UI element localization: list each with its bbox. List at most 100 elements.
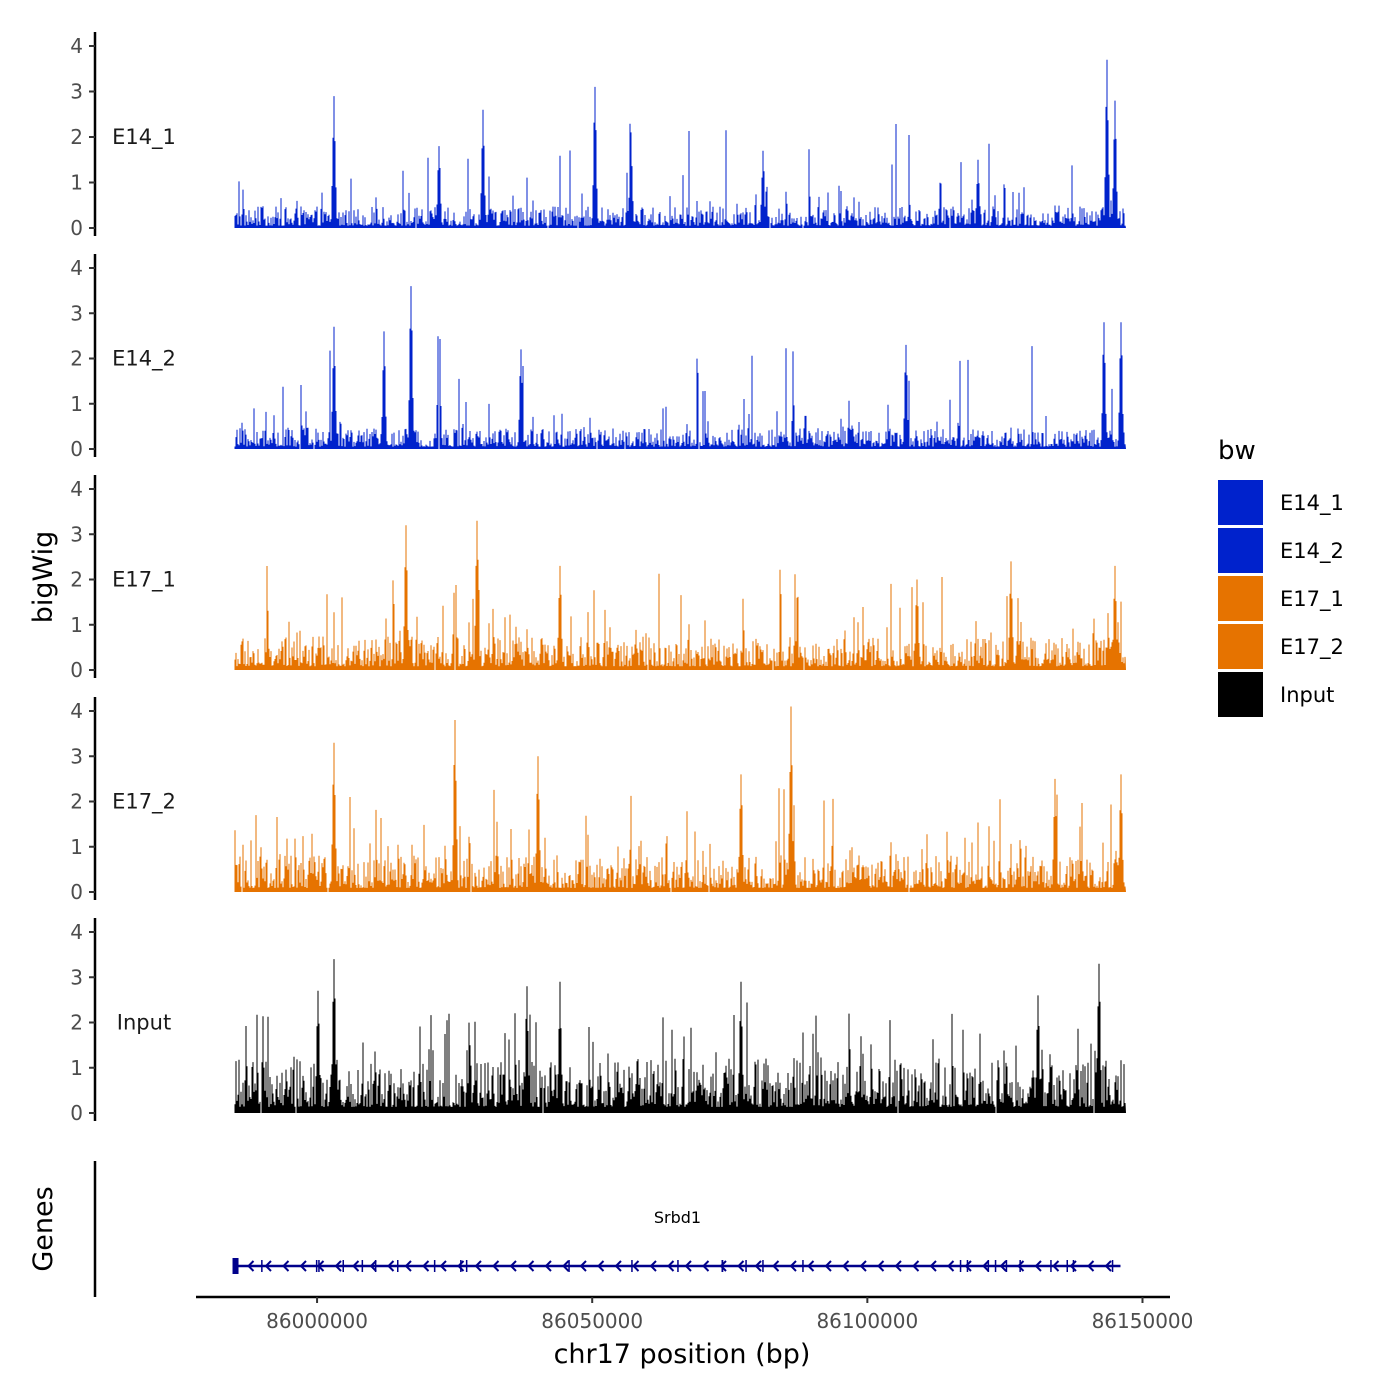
- gene-exon: [397, 1260, 399, 1272]
- y-tick-label: 0: [70, 437, 83, 461]
- strand-arrow: [369, 1260, 377, 1272]
- genes-track: Srbd1: [93, 1161, 1121, 1297]
- gene-exon: [994, 1260, 997, 1272]
- strand-arrow: [404, 1260, 412, 1272]
- strand-arrow: [772, 1260, 780, 1272]
- y-tick-label: 1: [70, 835, 83, 859]
- gene-exon: [966, 1260, 969, 1272]
- gene-exon: [1019, 1260, 1021, 1272]
- strand-arrow: [1017, 1260, 1025, 1272]
- strand-arrow: [877, 1260, 885, 1272]
- x-tick-label: 86050000: [541, 1309, 643, 1333]
- strand-arrow: [719, 1260, 727, 1272]
- gene-exon: [342, 1260, 344, 1272]
- gene-exon: [433, 1260, 436, 1272]
- track-e17-1: 0 1 2 3 4 E17_1: [70, 475, 1126, 682]
- signal-area-e17-2: [234, 706, 1126, 892]
- facet-label: E17_2: [112, 790, 176, 815]
- facet-label: Input: [117, 1011, 171, 1035]
- strand-arrow: [1087, 1260, 1095, 1272]
- gene-exon: [1005, 1260, 1008, 1272]
- strand-arrow: [999, 1260, 1007, 1272]
- bigwig-tracks: 0 1 2 3 4 E14_1 0 1 2 3 4 E14_2 0 1 2 3 4 E17_1 0 1 2 3 4 E17_2…: [70, 32, 1126, 1125]
- strand-arrow: [737, 1260, 745, 1272]
- strand-arrow: [1104, 1260, 1112, 1272]
- genes-axis-title: Genes: [28, 1186, 59, 1271]
- strand-arrow: [579, 1260, 587, 1272]
- track-input: 0 1 2 3 4 Input: [70, 918, 1126, 1125]
- gene-exon: [568, 1260, 570, 1272]
- signal-area-e14-1: [234, 59, 1126, 229]
- legend-label: E14_2: [1280, 539, 1344, 564]
- strand-arrow: [317, 1260, 325, 1272]
- x-axis-title: chr17 position (bp): [554, 1339, 811, 1370]
- y-tick-label: 4: [70, 256, 83, 280]
- gene-exon: [315, 1260, 318, 1272]
- strand-arrow: [632, 1260, 640, 1272]
- gene-exon: [1111, 1260, 1114, 1272]
- legend-label: E14_1: [1280, 491, 1344, 516]
- y-tick-label: 2: [70, 1011, 83, 1035]
- y-tick-label: 3: [70, 80, 83, 104]
- y-tick-label: 3: [70, 965, 83, 989]
- gene-exon: [460, 1260, 462, 1272]
- gene-srbd1: Srbd1: [232, 1208, 1121, 1274]
- y-axis-title: bigWig: [28, 531, 59, 624]
- strand-arrow: [859, 1260, 867, 1272]
- strand-arrow: [947, 1260, 955, 1272]
- strand-arrow: [562, 1260, 570, 1272]
- y-tick-label: 4: [70, 699, 83, 723]
- strand-arrow: [492, 1260, 500, 1272]
- y-tick-label: 2: [70, 125, 83, 149]
- gene-exon: [631, 1260, 633, 1272]
- gene-exon: [762, 1260, 764, 1272]
- y-tick-label: 4: [70, 477, 83, 501]
- legend-swatch-e17-1: [1218, 576, 1263, 621]
- strand-arrow: [474, 1260, 482, 1272]
- gene-exon: [465, 1260, 468, 1272]
- gene-label: Srbd1: [654, 1208, 701, 1227]
- y-tick-label: 2: [70, 347, 83, 371]
- strand-arrow: [964, 1260, 972, 1272]
- strand-arrow: [282, 1260, 290, 1272]
- strand-arrow: [1052, 1260, 1060, 1272]
- strand-arrow: [894, 1260, 902, 1272]
- legend-swatch-e14-2: [1218, 528, 1263, 573]
- y-tick-label: 3: [70, 301, 83, 325]
- gene-exon: [677, 1260, 679, 1272]
- strand-arrow: [457, 1260, 465, 1272]
- legend-swatch-e14-1: [1218, 480, 1263, 525]
- gene-exon: [374, 1260, 377, 1272]
- y-tick-label: 3: [70, 522, 83, 546]
- facet-label: E14_1: [112, 125, 176, 150]
- strand-arrow: [1069, 1260, 1077, 1272]
- track-e17-2: 0 1 2 3 4 E17_2: [70, 697, 1126, 904]
- facet-label: E14_2: [112, 347, 176, 372]
- strand-arrow: [684, 1260, 692, 1272]
- x-axis: 86000000 86050000 86100000 86150000: [196, 1295, 1194, 1333]
- strand-arrow: [439, 1260, 447, 1272]
- strand-arrow: [527, 1260, 535, 1272]
- gene-exon: [1072, 1260, 1075, 1272]
- legend-label: Input: [1280, 683, 1334, 707]
- gene-exon: [232, 1258, 239, 1274]
- y-tick-label: 2: [70, 568, 83, 592]
- x-tick-label: 86150000: [1092, 1309, 1194, 1333]
- y-tick-label: 0: [70, 658, 83, 682]
- gene-exon: [745, 1260, 747, 1272]
- strand-arrow: [842, 1260, 850, 1272]
- y-tick-label: 0: [70, 880, 83, 904]
- strand-arrow: [649, 1260, 657, 1272]
- strand-arrow: [247, 1260, 255, 1272]
- strand-arrow: [667, 1260, 675, 1272]
- strand-arrow: [982, 1260, 990, 1272]
- y-tick-label: 2: [70, 790, 83, 814]
- gene-exon: [802, 1260, 804, 1272]
- gene-exon: [1050, 1260, 1052, 1272]
- legend-swatch-e17-2: [1218, 624, 1263, 669]
- gene-exon: [1066, 1260, 1068, 1272]
- strand-arrow: [929, 1260, 937, 1272]
- gene-exon: [361, 1260, 364, 1272]
- strand-arrow: [299, 1260, 307, 1272]
